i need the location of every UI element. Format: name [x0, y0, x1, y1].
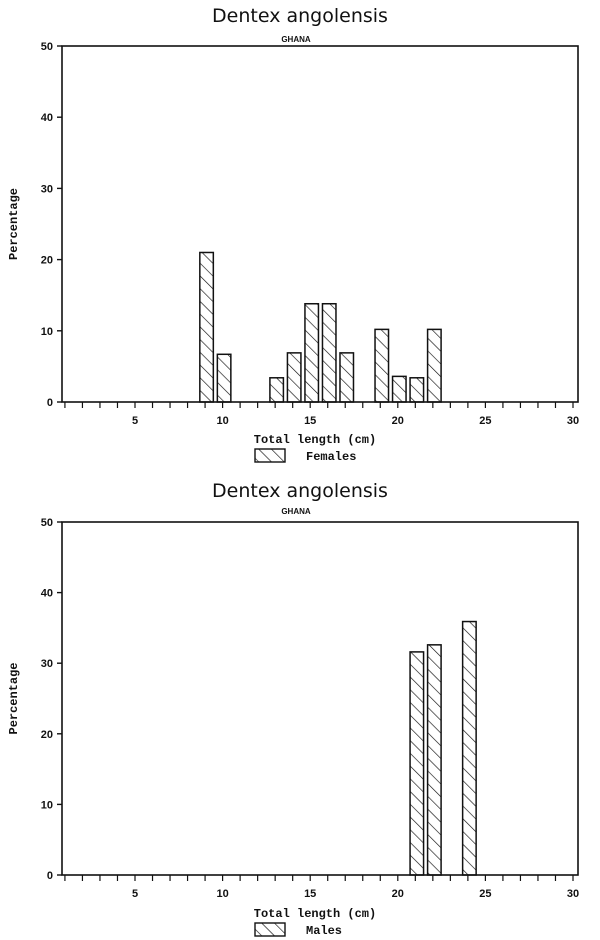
legend-swatch [254, 448, 286, 463]
bar-females-21 [409, 377, 425, 403]
plot-frame [61, 521, 579, 876]
y-axis-label: Percentage [7, 662, 21, 734]
legend-label: Females [306, 450, 356, 464]
y-axis-label: Percentage [7, 188, 21, 260]
x-tick-label: 30 [567, 888, 579, 900]
bar-females-20 [391, 375, 407, 403]
bar-females-19 [374, 328, 390, 403]
bar-females-10 [216, 353, 232, 403]
y-tick-label: 0 [47, 870, 53, 882]
chart-1: Dentex angolensis GHANA 0 10 20 30 40 50 5 10 15 20… [7, 5, 579, 464]
chart-title: Dentex angolensis [212, 480, 388, 502]
x-tick-label: 10 [216, 415, 228, 427]
x-tick-label: 25 [479, 415, 491, 427]
bar-females-15 [304, 302, 320, 403]
x-tick-label: 25 [479, 888, 491, 900]
y-tick-label: 30 [41, 658, 53, 670]
legend-swatch [254, 922, 286, 937]
x-axis-label: Total length (cm) [254, 907, 376, 921]
bar-females-9 [199, 251, 215, 403]
x-tick-label: 15 [304, 415, 316, 427]
x-tick-label: 20 [392, 888, 404, 900]
y-tick-label: 30 [41, 183, 53, 195]
x-tick-label: 20 [392, 415, 404, 427]
bar-females-22 [426, 328, 442, 403]
chart-subtitle: GHANA [281, 35, 311, 44]
x-tick-label: 15 [304, 888, 316, 900]
y-tick-label: 40 [41, 112, 53, 124]
x-tick-label: 30 [567, 415, 579, 427]
bar-males-24 [461, 620, 477, 876]
x-tick-label: 10 [216, 888, 228, 900]
bar-males-22 [426, 644, 442, 876]
x-tick-label: 5 [132, 415, 138, 427]
bar-females-14 [286, 352, 302, 403]
y-tick-label: 0 [47, 397, 53, 409]
y-tick-label: 50 [41, 41, 53, 53]
y-tick-label: 20 [41, 255, 53, 267]
bar-females-16 [321, 302, 337, 403]
y-tick-label: 10 [41, 326, 53, 338]
legend: Females [254, 448, 356, 464]
x-axis-label: Total length (cm) [254, 433, 376, 447]
bar-males-21 [409, 651, 425, 876]
x-tick-label: 5 [132, 888, 138, 900]
y-tick-label: 40 [41, 588, 53, 600]
plot-frame [61, 45, 579, 403]
bar-females-17 [339, 352, 355, 403]
legend: Males [254, 922, 342, 938]
bar-females-13 [269, 377, 285, 403]
y-tick-label: 10 [41, 799, 53, 811]
chart-title: Dentex angolensis [212, 5, 388, 27]
y-tick-label: 20 [41, 729, 53, 741]
y-tick-label: 50 [41, 517, 53, 529]
chart-2: Dentex angolensis GHANA 0 10 20 30 40 50 5 10 15 20… [7, 480, 579, 938]
legend-label: Males [306, 924, 342, 938]
chart-subtitle: GHANA [281, 507, 311, 516]
